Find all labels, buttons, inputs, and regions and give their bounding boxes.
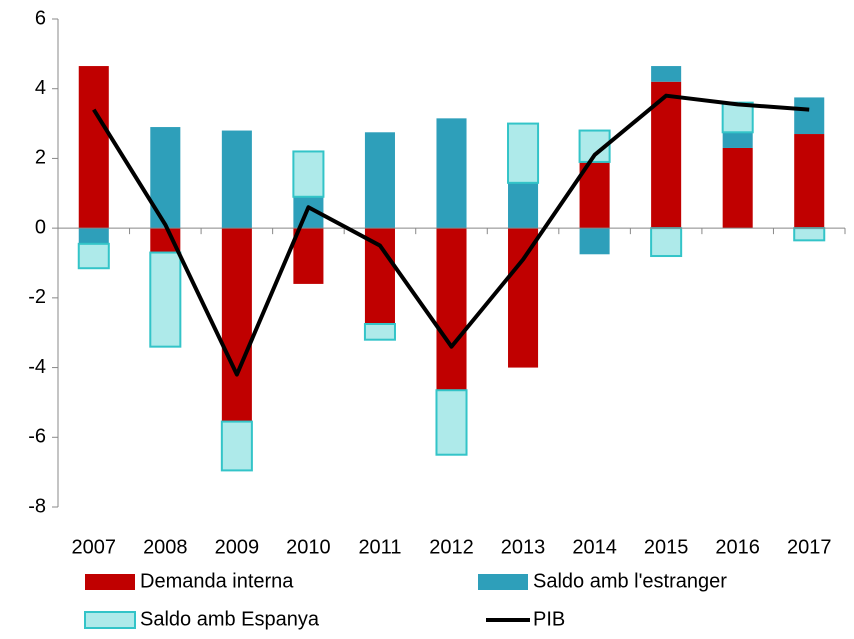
bar bbox=[149, 251, 182, 348]
bar bbox=[722, 147, 753, 229]
bar bbox=[220, 420, 253, 472]
x-tick-label: 2014 bbox=[572, 536, 617, 558]
bar bbox=[794, 134, 825, 229]
y-tick-label: 0 bbox=[35, 216, 46, 238]
bar bbox=[722, 132, 753, 148]
bar bbox=[650, 227, 683, 258]
bar bbox=[364, 132, 395, 229]
x-tick-label: 2012 bbox=[429, 536, 474, 558]
bar bbox=[793, 227, 826, 242]
bar bbox=[221, 228, 252, 422]
y-tick-label: -6 bbox=[28, 426, 46, 448]
bar bbox=[435, 389, 468, 456]
bar bbox=[508, 182, 539, 229]
bar bbox=[794, 97, 825, 135]
bar bbox=[508, 228, 539, 368]
x-tick-label: 2009 bbox=[215, 536, 260, 558]
bar bbox=[651, 66, 682, 82]
bar bbox=[293, 228, 324, 284]
bar bbox=[579, 228, 610, 255]
bar bbox=[78, 228, 109, 244]
x-tick-label: 2013 bbox=[501, 536, 546, 558]
legend-swatch bbox=[478, 574, 528, 590]
legend-label: Saldo amb Espanya bbox=[140, 608, 320, 630]
y-tick-label: 4 bbox=[35, 77, 46, 99]
legend-label: Saldo amb l'estranger bbox=[533, 570, 727, 592]
y-tick-label: -8 bbox=[28, 495, 46, 517]
x-tick-label: 2016 bbox=[715, 536, 760, 558]
bar bbox=[507, 122, 540, 184]
legend-swatch bbox=[84, 611, 136, 629]
x-tick-label: 2007 bbox=[72, 536, 117, 558]
y-tick-label: -2 bbox=[28, 286, 46, 308]
legend-swatch bbox=[85, 574, 135, 590]
x-tick-label: 2015 bbox=[644, 536, 689, 558]
bar bbox=[292, 150, 325, 198]
bar bbox=[363, 323, 396, 341]
bar bbox=[150, 127, 181, 229]
y-tick-label: -4 bbox=[28, 356, 46, 378]
x-tick-label: 2011 bbox=[358, 536, 401, 558]
legend-label: Demanda interna bbox=[140, 570, 294, 592]
x-tick-label: 2017 bbox=[787, 536, 832, 558]
x-tick-label: 2008 bbox=[143, 536, 188, 558]
bar bbox=[77, 242, 110, 270]
bar bbox=[78, 66, 109, 229]
bar bbox=[436, 118, 467, 229]
bar bbox=[221, 130, 252, 229]
x-tick-label: 2010 bbox=[286, 536, 331, 558]
line bbox=[92, 93, 810, 377]
legend-label: PIB bbox=[533, 608, 565, 630]
y-tick-label: 6 bbox=[35, 7, 46, 29]
bar bbox=[436, 228, 467, 391]
bar bbox=[721, 101, 754, 134]
y-tick-label: 2 bbox=[35, 147, 46, 169]
bar bbox=[364, 228, 395, 324]
